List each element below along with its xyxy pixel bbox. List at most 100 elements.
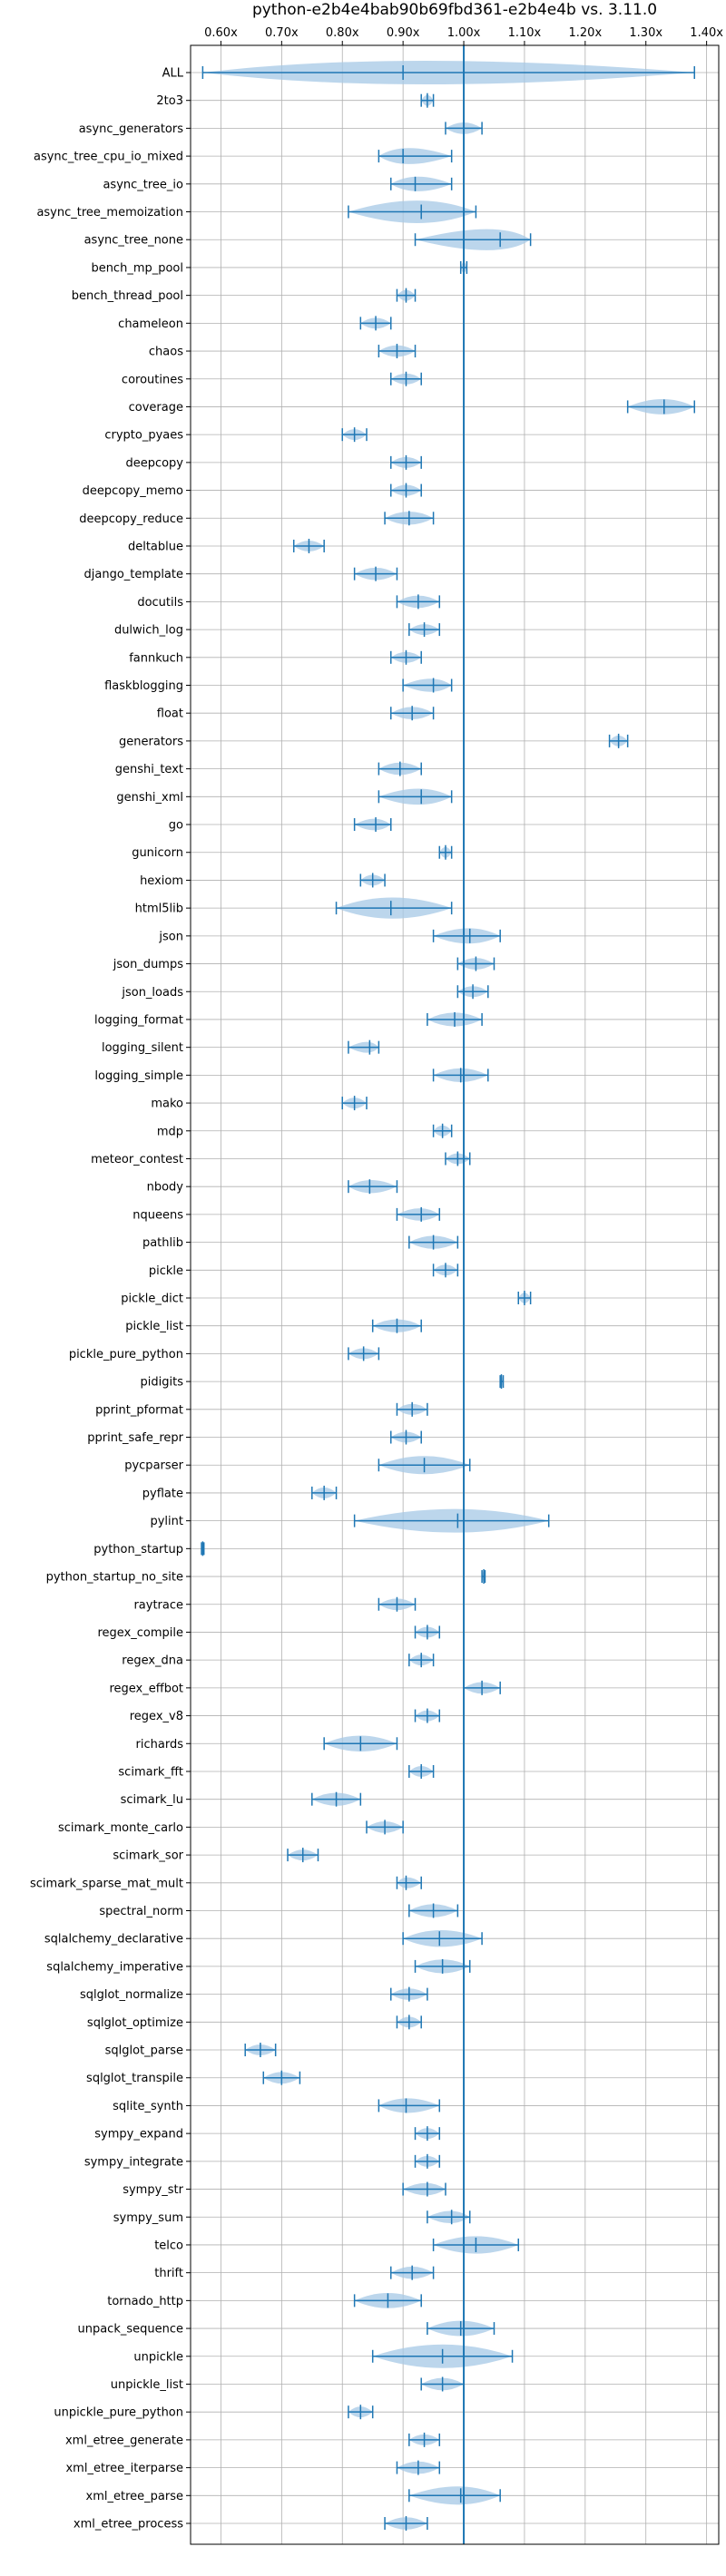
benchmark-label: sympy_str xyxy=(123,2183,183,2197)
benchmark-label: scimark_sor xyxy=(113,1849,183,1863)
benchmark-label: mdp xyxy=(157,1125,183,1138)
benchmark-label: unpickle_pure_python xyxy=(54,2406,183,2420)
benchmark-label: coroutines xyxy=(122,373,183,386)
benchmark-label: spectral_norm xyxy=(99,1905,183,1918)
benchmark-label: genshi_text xyxy=(115,763,183,776)
benchmark-label: docutils xyxy=(137,596,183,610)
benchmark-label: genshi_xml xyxy=(116,791,183,805)
benchmark-label: xml_etree_process xyxy=(74,2518,183,2532)
benchmark-label: sqlglot_normalize xyxy=(80,1988,183,2002)
benchmark-label: gunicorn xyxy=(132,846,183,860)
benchmark-label: richards xyxy=(136,1738,184,1751)
benchmark-label: json_loads xyxy=(121,986,183,1000)
plot-frame xyxy=(190,44,720,2545)
benchmark-label: sqlglot_parse xyxy=(105,2044,183,2058)
benchmark-label: async_tree_cpu_io_mixed xyxy=(34,151,183,164)
benchmark-label: float xyxy=(157,707,183,721)
benchmark-label: meteor_contest xyxy=(91,1153,183,1166)
chart-title: python-e2b4e4bab90b69fbd361-e2b4e4b vs. … xyxy=(252,1,657,19)
benchmark-label: deepcopy_memo xyxy=(83,484,183,498)
benchmark-label: ALL xyxy=(162,67,184,81)
benchmark-label: scimark_sparse_mat_mult xyxy=(30,1877,183,1890)
violins-layer xyxy=(201,45,695,2544)
benchmark-label: nbody xyxy=(147,1181,184,1195)
benchmark-label: raytrace xyxy=(133,1598,183,1612)
benchmark-label: hexiom xyxy=(140,874,183,888)
benchmark-label: pylint xyxy=(150,1515,183,1528)
benchmark-label: sympy_integrate xyxy=(84,2155,183,2169)
benchmark-label: sympy_expand xyxy=(94,2128,183,2142)
benchmark-label: deltablue xyxy=(128,540,183,553)
benchmark-label: json xyxy=(158,930,183,943)
benchmark-label: sqlglot_optimize xyxy=(87,2016,183,2030)
benchmark-label: python_startup_no_site xyxy=(46,1571,183,1585)
benchmark-label: regex_dna xyxy=(122,1654,183,1668)
benchmark-label: async_tree_memoization xyxy=(36,206,183,220)
benchmark-label: mako xyxy=(151,1098,183,1111)
benchmark-label: pycparser xyxy=(124,1459,183,1473)
benchmark-label: pidigits xyxy=(141,1376,184,1390)
benchmark-label: coverage xyxy=(129,401,183,415)
x-axis-ticks: 0.60x 0.70x 0.80x 0.90x 1.00x 1.10x 1.20x 1.30x… xyxy=(204,26,723,45)
benchmark-label: async_tree_io xyxy=(103,178,183,191)
benchmark-label: crypto_pyaes xyxy=(104,429,183,443)
y-axis-ticks: ALL 2to3 async_generators async_tree_cpu_io… xyxy=(30,67,191,2532)
benchmark-label: scimark_fft xyxy=(118,1765,183,1779)
x-tick-label: 1.40x xyxy=(690,26,723,40)
benchmark-label: telco xyxy=(154,2239,183,2252)
benchmark-label: 2to3 xyxy=(156,94,183,108)
benchmark-label: regex_compile xyxy=(97,1626,183,1640)
x-tick-label: 1.10x xyxy=(508,26,542,40)
benchmark-label: generators xyxy=(119,735,183,748)
benchmark-label: pyflate xyxy=(142,1487,183,1500)
benchmark-label: sqlite_synth xyxy=(113,2100,183,2113)
benchmark-label: regex_effbot xyxy=(109,1682,183,1695)
benchmark-label: pprint_safe_repr xyxy=(87,1431,183,1445)
benchmark-label: bench_mp_pool xyxy=(91,261,183,275)
benchmark-label: logging_format xyxy=(94,1013,183,1027)
benchmark-label: async_tree_none xyxy=(84,234,183,248)
benchmark-label: unpack_sequence xyxy=(77,2323,183,2337)
benchmark-label: xml_etree_generate xyxy=(65,2434,183,2447)
benchmark-label: tornado_http xyxy=(107,2295,183,2308)
benchmark-label: sympy_sum xyxy=(113,2211,183,2225)
benchmark-label: thrift xyxy=(154,2267,183,2280)
benchmark-label: sqlglot_transpile xyxy=(86,2072,183,2085)
x-tick-label: 1.00x xyxy=(447,26,481,40)
benchmark-label: pickle_dict xyxy=(121,1293,183,1306)
benchmark-label: sqlalchemy_declarative xyxy=(44,1933,183,1947)
benchmark-label: json_dumps xyxy=(113,958,183,971)
benchmark-label: pickle_list xyxy=(125,1320,183,1333)
benchmark-label: deepcopy_reduce xyxy=(79,512,183,526)
benchmark-label: logging_silent xyxy=(102,1041,183,1055)
x-tick-label: 1.20x xyxy=(569,26,603,40)
benchmark-label: chaos xyxy=(149,346,183,359)
benchmark-label: bench_thread_pool xyxy=(72,289,183,303)
benchmark-label: dulwich_log xyxy=(114,624,183,638)
benchmark-label: xml_etree_parse xyxy=(86,2490,183,2503)
benchmark-label: django_template xyxy=(84,568,183,581)
benchmark-label: python_startup xyxy=(93,1543,183,1556)
benchmark-label: scimark_lu xyxy=(121,1793,183,1807)
benchmark-label: regex_v8 xyxy=(130,1710,183,1723)
benchmark-label: pickle xyxy=(149,1264,183,1278)
benchmark-label: pathlib xyxy=(142,1236,183,1250)
grid-layer xyxy=(191,45,719,2544)
benchmark-label: xml_etree_iterparse xyxy=(65,2462,183,2475)
x-tick-label: 0.90x xyxy=(387,26,420,40)
benchmark-label: scimark_monte_carlo xyxy=(58,1821,183,1835)
benchmark-label: chameleon xyxy=(118,317,183,331)
benchmark-label: nqueens xyxy=(132,1208,183,1222)
x-tick-label: 0.80x xyxy=(326,26,359,40)
benchmark-label: pprint_pformat xyxy=(95,1403,183,1417)
benchmark-label: logging_simple xyxy=(94,1069,183,1083)
benchmark-label: go xyxy=(169,819,183,833)
x-tick-label: 0.70x xyxy=(265,26,299,40)
benchmark-label: fannkuch xyxy=(129,651,183,665)
benchmark-label: deepcopy xyxy=(125,456,183,470)
benchmark-label: pickle_pure_python xyxy=(69,1348,183,1361)
benchmark-label: sqlalchemy_imperative xyxy=(46,1960,183,1974)
x-tick-label: 0.60x xyxy=(204,26,238,40)
benchmark-label: flaskblogging xyxy=(104,679,183,693)
